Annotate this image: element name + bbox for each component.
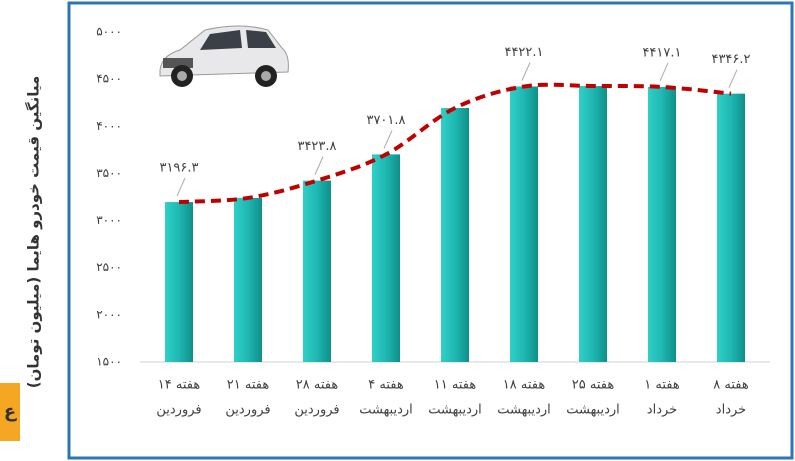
leader-line [314, 156, 324, 175]
x-tick-label: خرداد [647, 403, 677, 418]
y-tick-label: ۲۰۰۰ [96, 307, 122, 321]
leader-line [521, 62, 531, 81]
value-label: ۳۴۲۳.۸ [297, 139, 336, 154]
y-tick-label: ۳۰۰۰ [96, 213, 122, 227]
x-tick-label: اردیبهشت [497, 403, 551, 418]
bar [165, 202, 193, 362]
trend-line [178, 82, 732, 205]
bar [717, 93, 745, 363]
car-icon [159, 25, 289, 87]
value-label: ۳۷۰۱.۸ [366, 113, 405, 128]
bar [303, 180, 331, 362]
y-tick-label: ۴۰۰۰ [96, 119, 122, 133]
x-tick-label: هفته ۸ [713, 378, 749, 393]
bar [441, 107, 469, 362]
x-tick-label: خرداد [716, 403, 746, 418]
x-tick-label: فروردین [156, 403, 201, 418]
bar [579, 86, 607, 363]
y-tick-label: ۳۵۰۰ [96, 166, 122, 180]
leader-line [176, 177, 186, 197]
leader-line [383, 130, 393, 149]
badge-box [0, 383, 20, 441]
x-tick-label: فروردین [225, 403, 270, 418]
x-tick-label: هفته ۱ [644, 378, 680, 393]
x-tick-label: هفته ۲۱ [227, 378, 270, 393]
value-label: ۴۳۴۶.۲ [711, 52, 750, 67]
value-label: ۴۴۱۷.۱ [642, 45, 681, 60]
y-axis-title: میانگین قیمت خودرو هایما (میلیون تومان) [25, 76, 43, 389]
value-label: ۴۴۲۲.۱ [504, 45, 543, 60]
y-tick-label: ۱۵۰۰ [96, 355, 122, 369]
bar [510, 86, 538, 362]
badge: ع [4, 401, 17, 422]
y-tick-label: ۴۵۰۰ [96, 72, 122, 86]
x-tick-label: اردیبهشت [359, 403, 413, 418]
x-tick-label: اردیبهشت [428, 403, 482, 418]
leader-line [659, 62, 669, 82]
y-tick-label: ۵۰۰۰ [96, 25, 122, 39]
value-label: ۳۱۹۶.۳ [159, 161, 198, 176]
bar [234, 197, 262, 362]
x-tick-label: فروردین [294, 403, 339, 418]
y-tick-label: ۲۵۰۰ [96, 260, 122, 274]
bar [372, 154, 400, 362]
chart-frame [67, 1, 794, 460]
leader-line [728, 69, 738, 88]
x-tick-label: هفته ۱۴ [158, 378, 201, 393]
x-tick-label: اردیبهشت [566, 403, 620, 418]
bar [648, 86, 676, 363]
x-tick-label: هفته ۱۸ [503, 378, 546, 393]
x-tick-label: هفته ۲۸ [296, 378, 339, 393]
x-tick-label: هفته ۴ [368, 378, 404, 393]
x-tick-label: هفته ۱۱ [434, 378, 477, 393]
x-tick-label: هفته ۲۵ [572, 378, 615, 393]
